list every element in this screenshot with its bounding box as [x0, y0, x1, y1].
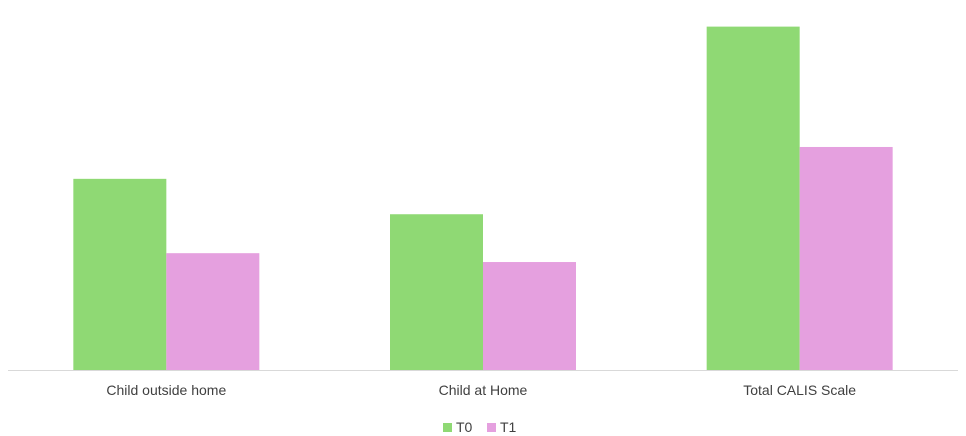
bars-group: [73, 26, 893, 371]
bar-t1-0: [166, 253, 260, 370]
legend-swatch-t0: [443, 423, 452, 432]
x-tick-label: Child at Home: [439, 382, 528, 398]
bar-t0-0: [73, 178, 167, 370]
x-tick-label: Total CALIS Scale: [743, 382, 856, 398]
legend-label-t1: T1: [500, 419, 517, 435]
x-tick-label: Child outside home: [106, 382, 226, 398]
bar-t1-1: [483, 262, 576, 370]
bar-t0-2: [706, 26, 800, 371]
x-tick-labels: Child outside home Child at Home Total CAL…: [106, 382, 856, 398]
bar-t1-2: [799, 146, 893, 370]
bar-t0-1: [390, 214, 483, 370]
legend: T0 T1: [443, 419, 517, 435]
legend-label-t0: T0: [456, 419, 473, 435]
legend-swatch-t1: [487, 423, 496, 432]
